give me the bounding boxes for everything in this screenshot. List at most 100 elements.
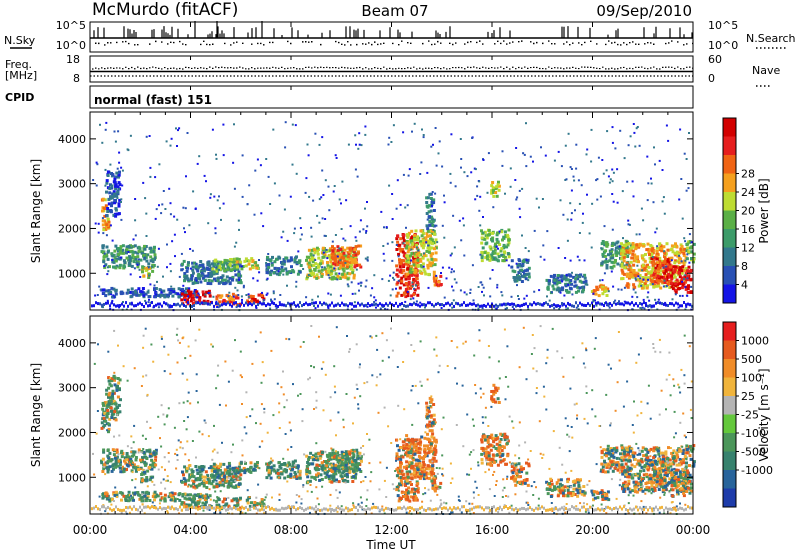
range-gate-cell [625,261,629,265]
range-gate-cell [558,289,561,293]
range-gate-cell [321,248,325,252]
range-gate-cell [680,260,683,263]
range-gate-cell [306,475,310,479]
range-gate-cell [202,293,205,297]
range-gate-cell [145,449,149,453]
range-gate-cell [385,302,387,306]
range-gate-cell [106,449,110,452]
range-gate-cell [343,248,347,252]
velocity-heatmap [91,325,696,516]
range-gate-cell [684,274,687,277]
range-gate-cell [405,226,407,229]
range-gate-cell [342,254,346,258]
range-gate-cell [403,252,407,256]
range-gate-cell [601,302,603,306]
range-gate-cell [179,288,183,292]
range-gate-cell [412,256,416,260]
range-gate-cell [189,290,193,294]
range-gate-cell [626,250,630,254]
range-gate-cell [314,132,317,135]
range-gate-cell [333,185,336,187]
range-gate-cell [316,472,320,476]
range-gate-cell [676,280,680,284]
range-gate-cell [350,467,354,471]
range-gate-cell [395,273,399,277]
range-gate-cell [128,290,132,294]
range-gate-cell [198,470,202,474]
range-gate-cell [366,259,369,262]
range-gate-cell [169,144,172,147]
range-gate-cell [415,246,418,249]
range-gate-cell [307,456,311,460]
range-gate-cell [653,262,657,266]
range-gate-cell [589,303,591,307]
range-gate-cell [426,227,430,231]
range-gate-cell [367,302,369,306]
power-heatmap [91,121,696,312]
range-gate-cell [316,458,320,462]
range-gate-cell [496,286,499,289]
range-gate-cell [470,171,473,174]
range-gate-cell [606,130,609,133]
range-gate-cell [615,250,619,254]
range-gate-cell [486,257,490,261]
range-gate-cell [185,269,189,273]
range-gate-cell [116,395,120,399]
range-gate-cell [136,263,139,266]
range-gate-cell [629,260,633,264]
range-gate-cell [305,177,308,180]
range-gate-cell [190,276,194,280]
range-gate-cell [169,288,173,291]
range-gate-cell [622,237,624,240]
range-gate-cell [304,191,307,194]
range-gate-cell [291,163,294,166]
range-gate-cell [191,271,195,275]
range-gate-cell [255,465,259,468]
range-gate-cell [301,304,303,308]
range-gate-cell [329,277,333,281]
range-gate-cell [426,414,430,418]
range-gate-cell [429,415,433,419]
range-gate-cell [435,274,438,277]
range-gate-cell [241,301,243,305]
range-gate-cell [478,180,481,183]
range-gate-cell [682,252,686,255]
range-gate-cell [351,451,355,455]
range-gate-cell [646,199,649,202]
range-gate-cell [455,281,458,284]
range-gate-cell [336,252,340,256]
range-gate-cell [356,175,359,178]
range-gate-cell [572,175,575,178]
range-gate-cell [161,304,163,308]
range-gate-cell [525,122,527,125]
range-gate-cell [659,286,663,290]
range-gate-cell [531,303,533,307]
range-gate-cell [505,302,507,306]
range-gate-cell [402,447,406,451]
range-gate-cell [295,280,298,283]
range-gate-cell [130,460,133,464]
range-gate-cell [683,152,686,155]
range-gate-cell [253,464,257,468]
colorbar-tick-label: 20 [741,205,755,218]
range-gate-cell [408,445,411,448]
noise-search-dots [95,40,694,46]
range-gate-cell [402,265,406,269]
range-gate-cell [315,468,319,472]
range-gate-cell [643,307,646,310]
range-gate-cell [205,481,209,484]
range-gate-cell [343,259,347,263]
range-gate-cell [118,378,122,382]
range-gate-cell [437,152,440,155]
range-gate-cell [209,271,213,275]
range-gate-cell [102,416,106,420]
range-gate-cell [650,177,652,180]
range-gate-cell [383,259,386,262]
range-gate-cell [412,252,416,256]
range-gate-cell [396,444,399,448]
range-gate-cell [239,468,243,472]
range-gate-cell [427,406,431,410]
range-gate-cell [298,476,302,480]
range-gate-cell [427,476,431,480]
range-gate-cell [325,461,329,465]
